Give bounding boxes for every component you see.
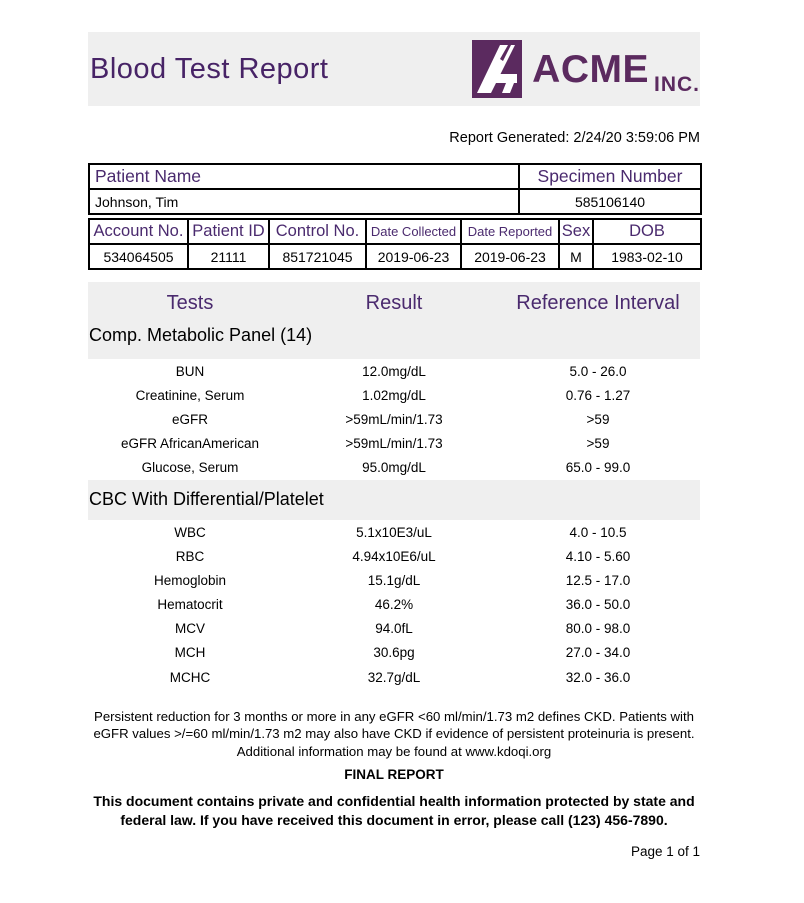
page-number: Page 1 of 1 bbox=[630, 843, 700, 859]
result-cell: 1.02mg/dL bbox=[362, 387, 426, 403]
reference-interval-column-header: Reference Interval bbox=[516, 292, 680, 314]
acme-logo-mark-icon bbox=[472, 40, 523, 98]
patient-header-row: Patient Name Specimen Number bbox=[88, 163, 702, 190]
result-column-header: Result bbox=[365, 292, 423, 314]
result-cell: 5.1x10E3/uL bbox=[356, 524, 432, 540]
reference-cell: 0.76 - 1.27 bbox=[565, 387, 631, 403]
result-cell: 32.7g/dL bbox=[367, 669, 421, 685]
result-cell: >59mL/min/1.73 bbox=[345, 411, 443, 427]
date-reported-header: Date Reported bbox=[460, 218, 560, 245]
specimen-number-header: Specimen Number bbox=[518, 163, 702, 190]
result-cell: 15.1g/dL bbox=[367, 572, 421, 588]
test-name-cell: MCHC bbox=[169, 669, 211, 685]
control-no-value: 851721045 bbox=[268, 243, 367, 270]
table-row: RBC 4.94x10E6/uL 4.10 - 5.60 bbox=[88, 544, 700, 568]
table-row: MCHC 32.7g/dL 32.0 - 36.0 bbox=[88, 665, 700, 689]
test-name-cell: Hematocrit bbox=[157, 597, 223, 613]
results-header-band: Tests Result Reference Interval Comp. Me… bbox=[88, 282, 700, 359]
patient-detail-table: Account No. Patient ID Control No. Date … bbox=[88, 218, 702, 270]
account-no-header: Account No. bbox=[88, 218, 189, 245]
result-cell: 12.0mg/dL bbox=[362, 363, 426, 379]
table-row: WBC 5.1x10E3/uL 4.0 - 10.5 bbox=[88, 520, 700, 544]
table-row: eGFR AfricanAmerican >59mL/min/1.73 >59 bbox=[88, 432, 700, 456]
ckd-note: Persistent reduction for 3 months or mor… bbox=[93, 709, 695, 759]
table-row: BUN 12.0mg/dL 5.0 - 26.0 bbox=[88, 359, 700, 383]
patient-name-value: Johnson, Tim bbox=[88, 188, 520, 215]
detail-value-row: 534064505 21111 851721045 2019-06-23 201… bbox=[88, 243, 702, 270]
reference-cell: 32.0 - 36.0 bbox=[565, 669, 631, 685]
page-title: Blood Test Report bbox=[90, 52, 329, 85]
dob-header: DOB bbox=[592, 218, 702, 245]
section-title-metabolic-panel: Comp. Metabolic Panel (14) bbox=[89, 325, 313, 345]
reference-cell: 5.0 - 26.0 bbox=[569, 363, 627, 379]
sex-header: Sex bbox=[558, 218, 594, 245]
result-cell: 95.0mg/dL bbox=[362, 460, 426, 476]
reference-cell: 80.0 - 98.0 bbox=[565, 621, 631, 637]
table-row: Creatinine, Serum 1.02mg/dL 0.76 - 1.27 bbox=[88, 383, 700, 407]
reference-cell: >59 bbox=[586, 411, 610, 427]
cbc-rows: WBC 5.1x10E3/uL 4.0 - 10.5 RBC 4.94x10E6… bbox=[88, 520, 700, 689]
table-row: Glucose, Serum 95.0mg/dL 65.0 - 99.0 bbox=[88, 456, 700, 480]
reference-cell: 36.0 - 50.0 bbox=[565, 597, 631, 613]
date-collected-header: Date Collected bbox=[365, 218, 462, 245]
result-cell: 30.6pg bbox=[373, 645, 415, 661]
date-collected-value: 2019-06-23 bbox=[365, 243, 462, 270]
test-name-cell: MCH bbox=[174, 645, 206, 661]
reference-cell: 27.0 - 34.0 bbox=[565, 645, 631, 661]
reference-cell: >59 bbox=[586, 436, 610, 452]
patient-id-value: 21111 bbox=[187, 243, 270, 270]
reference-cell: 12.5 - 17.0 bbox=[565, 572, 631, 588]
detail-header-row: Account No. Patient ID Control No. Date … bbox=[88, 218, 702, 245]
final-report-label: FINAL REPORT bbox=[344, 766, 444, 782]
logo-suffix-text: INC. bbox=[654, 73, 700, 96]
section-title-cbc: CBC With Differential/Platelet bbox=[89, 488, 324, 509]
tests-column-header: Tests bbox=[166, 292, 214, 314]
table-row: MCH 30.6pg 27.0 - 34.0 bbox=[88, 641, 700, 665]
table-row: eGFR >59mL/min/1.73 >59 bbox=[88, 407, 700, 431]
test-name-cell: WBC bbox=[174, 524, 206, 540]
account-no-value: 534064505 bbox=[88, 243, 189, 270]
result-cell: 94.0fL bbox=[375, 621, 413, 637]
test-name-cell: eGFR AfricanAmerican bbox=[120, 436, 260, 452]
test-name-cell: Hemoglobin bbox=[153, 572, 227, 588]
report-generated-timestamp: Report Generated: 2/24/20 3:59:06 PM bbox=[449, 130, 700, 146]
reference-cell: 4.0 - 10.5 bbox=[569, 524, 627, 540]
control-no-header: Control No. bbox=[268, 218, 367, 245]
result-cell: 4.94x10E6/uL bbox=[352, 548, 436, 564]
sex-value: M bbox=[558, 243, 594, 270]
test-name-cell: Creatinine, Serum bbox=[135, 387, 245, 403]
cbc-section-band: CBC With Differential/Platelet bbox=[88, 479, 700, 520]
date-reported-value: 2019-06-23 bbox=[460, 243, 560, 270]
patient-name-header: Patient Name bbox=[88, 163, 520, 190]
patient-value-row: Johnson, Tim 585106140 bbox=[88, 188, 702, 215]
results-column-headers: Tests Result Reference Interval bbox=[88, 282, 700, 320]
reference-cell: 65.0 - 99.0 bbox=[565, 460, 631, 476]
table-row: Hemoglobin 15.1g/dL 12.5 - 17.0 bbox=[88, 568, 700, 592]
report-page: Blood Test Report ACME INC. Report Gener… bbox=[88, 32, 702, 859]
test-name-cell: eGFR bbox=[171, 411, 208, 427]
table-row: MCV 94.0fL 80.0 - 98.0 bbox=[88, 617, 700, 641]
specimen-number-value: 585106140 bbox=[518, 188, 702, 215]
header-band: Blood Test Report ACME INC. bbox=[88, 32, 700, 106]
logo-brand-text: ACME bbox=[532, 47, 649, 91]
metabolic-panel-rows: BUN 12.0mg/dL 5.0 - 26.0 Creatinine, Ser… bbox=[88, 359, 700, 480]
dob-value: 1983-02-10 bbox=[592, 243, 702, 270]
patient-name-table: Patient Name Specimen Number Johnson, Ti… bbox=[88, 163, 702, 215]
confidentiality-notice: This document contains private and confi… bbox=[93, 792, 695, 828]
test-name-cell: Glucose, Serum bbox=[141, 460, 239, 476]
result-cell: 46.2% bbox=[374, 597, 414, 613]
reference-cell: 4.10 - 5.60 bbox=[565, 548, 631, 564]
test-name-cell: MCV bbox=[175, 621, 205, 637]
company-logo: ACME INC. bbox=[472, 40, 700, 98]
test-name-cell: BUN bbox=[175, 363, 205, 379]
table-row: Hematocrit 46.2% 36.0 - 50.0 bbox=[88, 593, 700, 617]
patient-id-header: Patient ID bbox=[187, 218, 270, 245]
test-name-cell: RBC bbox=[175, 548, 205, 564]
result-cell: >59mL/min/1.73 bbox=[345, 436, 443, 452]
